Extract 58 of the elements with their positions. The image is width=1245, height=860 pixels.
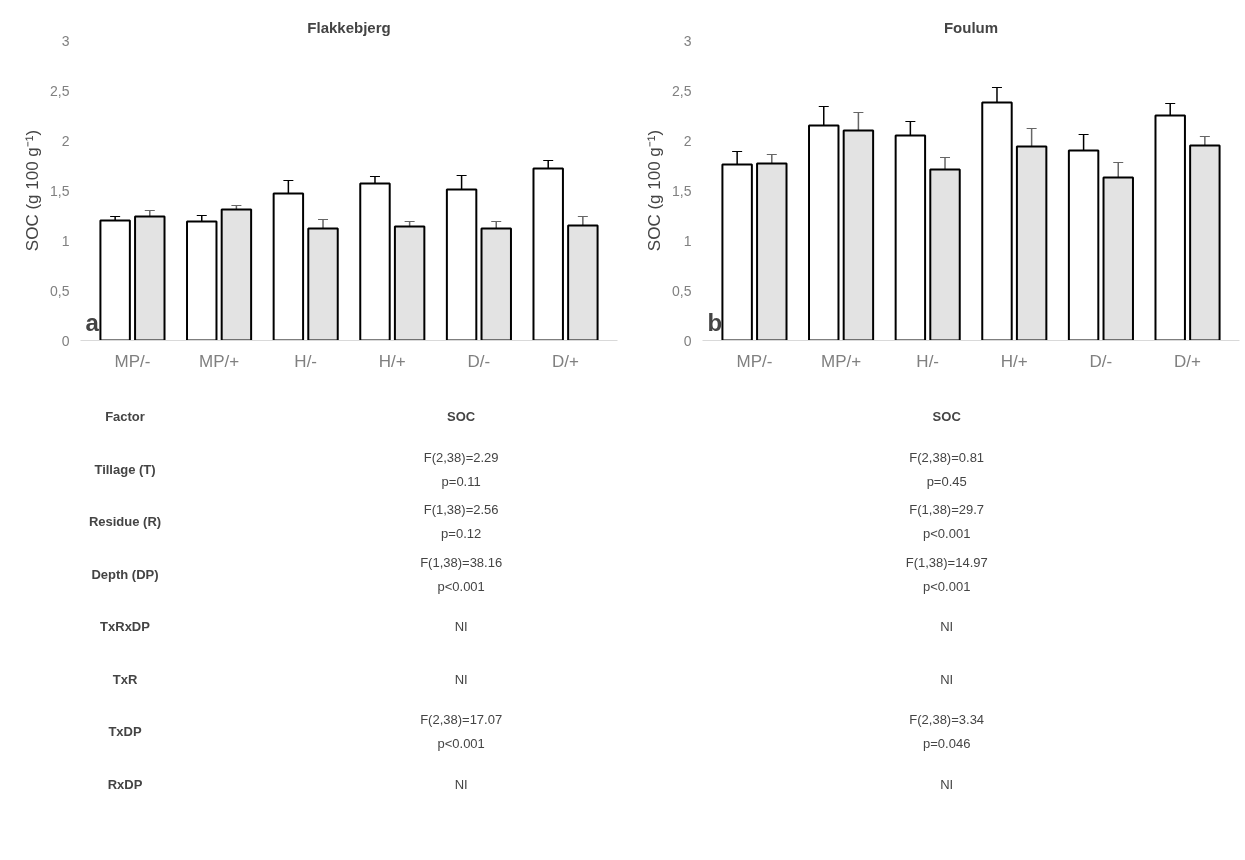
text: F(1,38)=2.56 p=0.12 <box>423 502 499 542</box>
x-tick-label: MP/- <box>736 351 773 371</box>
text: Factor <box>105 409 145 425</box>
text: F(2,38)=17.07 p<0.001 <box>420 712 503 752</box>
y-tick-label: 0,5 <box>50 282 70 299</box>
text: F(2,38)=3.34 p=0.046 <box>909 712 985 752</box>
y-tick-label: 2,5 <box>672 82 692 99</box>
x-tick-label: D/- <box>1089 351 1113 371</box>
y-tick-label: 3 <box>683 32 692 49</box>
x-tick-label: H/+ <box>1000 351 1028 371</box>
text: Tillage (T) <box>94 461 156 477</box>
text: SOC <box>932 409 962 425</box>
y-tick-label: 0 <box>683 332 692 349</box>
y-tick-label: 0,5 <box>672 282 692 299</box>
x-tick-label: MP/+ <box>199 351 240 371</box>
y-tick-label: 0 <box>61 332 70 349</box>
text: RxDP <box>107 776 143 792</box>
text: TxRxDP <box>100 619 151 635</box>
x-tick-label: MP/- <box>114 351 151 371</box>
y-tick-label: 2 <box>683 132 692 149</box>
y-axis-title: SOC (g 100 g⁻¹) <box>23 129 43 252</box>
text: NI <box>454 776 468 792</box>
text: F(1,38)=29.7 p<0.001 <box>909 502 985 542</box>
x-tick-label: H/+ <box>378 351 406 371</box>
y-tick-label: 1 <box>683 232 692 249</box>
annotation: a <box>85 308 100 336</box>
chart-title: Flakkebjerg <box>307 18 391 36</box>
text: SOC <box>447 409 476 425</box>
text: Depth (DP) <box>91 566 159 582</box>
y-tick-label: 3 <box>61 32 70 49</box>
annotation: b <box>707 308 723 336</box>
text: F(1,38)=14.97 p<0.001 <box>905 554 988 594</box>
text: F(1,38)=38.16 p<0.001 <box>420 554 503 594</box>
text: NI <box>940 619 954 635</box>
chart-title: Foulum <box>943 18 999 36</box>
text: NI <box>454 619 468 635</box>
text: NI <box>940 776 954 792</box>
x-tick-label: H/- <box>916 351 940 371</box>
x-tick-label: D/+ <box>1174 351 1202 371</box>
bar <box>99 219 131 341</box>
y-tick-label: 1 <box>61 232 70 249</box>
text: Residue (R) <box>88 514 162 530</box>
x-tick-label: H/- <box>294 351 318 371</box>
y-tick-label: 2 <box>61 132 70 149</box>
y-tick-label: 1,5 <box>672 182 692 199</box>
text: NI <box>940 671 954 687</box>
y-tick-label: 2,5 <box>50 82 70 99</box>
x-tick-label: D/- <box>467 351 491 371</box>
y-axis-title: SOC (g 100 g⁻¹) <box>645 129 665 252</box>
bar <box>186 220 218 341</box>
text: NI <box>454 671 468 687</box>
y-tick-label: 1,5 <box>50 182 70 199</box>
text: TxR <box>112 671 138 687</box>
text: F(2,38)=0.81 p=0.45 <box>909 449 985 489</box>
text: TxDP <box>108 724 142 740</box>
x-tick-label: D/+ <box>552 351 580 371</box>
x-tick-label: MP/+ <box>821 351 862 371</box>
text: F(2,38)=2.29 p=0.11 <box>423 449 499 489</box>
